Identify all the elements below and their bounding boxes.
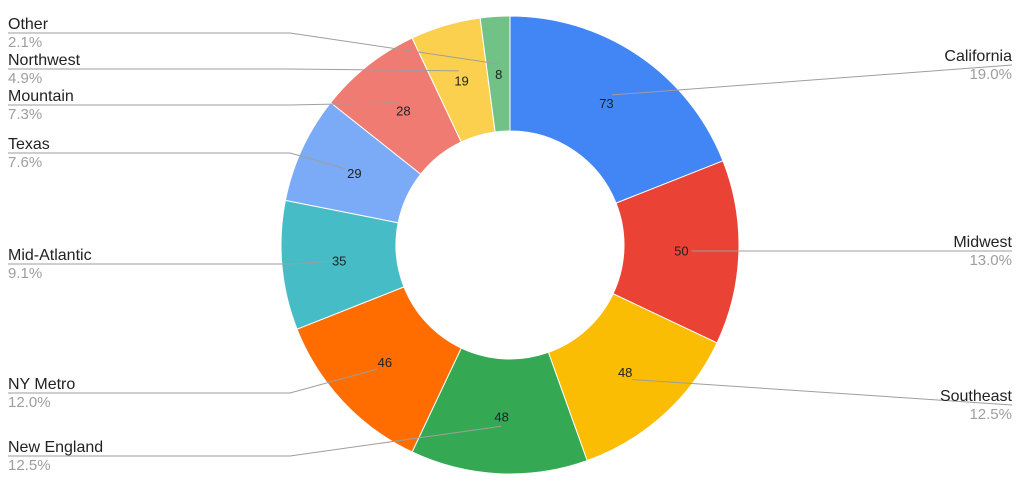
leader-line-other bbox=[8, 32, 499, 65]
percent-label-other: 2.1% bbox=[8, 34, 42, 51]
category-label-midwest: Midwest bbox=[953, 234, 1012, 251]
category-label-mountain: Mountain bbox=[8, 88, 74, 105]
value-labels-group: 73 50 48 48 46 35 29 28 19 8 bbox=[332, 67, 689, 424]
category-labels-group: California19.0%Midwest13.0%Southeast12.5… bbox=[8, 16, 1013, 474]
leader-line-texas bbox=[8, 152, 346, 170]
value-label-southeast: 48 bbox=[618, 365, 632, 380]
value-label-new-england: 48 bbox=[494, 409, 508, 424]
value-label-mid-atlantic: 35 bbox=[332, 253, 346, 268]
leader-line-new-england bbox=[8, 425, 502, 457]
leader-line-california bbox=[612, 64, 1013, 96]
percent-label-mountain: 7.3% bbox=[8, 106, 42, 123]
percent-label-southeast: 12.5% bbox=[969, 406, 1012, 423]
category-label-southeast: Southeast bbox=[940, 388, 1013, 405]
value-label-mountain: 28 bbox=[396, 104, 410, 119]
percent-label-new-england: 12.5% bbox=[8, 457, 51, 474]
percent-label-mid-atlantic: 9.1% bbox=[8, 265, 42, 282]
category-label-mid-atlantic: Mid-Atlantic bbox=[8, 247, 92, 264]
value-label-midwest: 50 bbox=[674, 244, 688, 259]
value-label-other: 8 bbox=[495, 67, 502, 82]
leader-line-southeast bbox=[631, 378, 1013, 406]
category-label-texas: Texas bbox=[8, 136, 50, 153]
value-label-california: 73 bbox=[599, 96, 613, 111]
leader-line-mid-atlantic bbox=[8, 260, 330, 265]
category-label-northwest: Northwest bbox=[8, 52, 81, 69]
value-label-ny-metro: 46 bbox=[378, 355, 392, 370]
leader-line-ny-metro bbox=[8, 368, 378, 394]
value-label-northwest: 19 bbox=[454, 73, 468, 88]
value-label-texas: 29 bbox=[347, 166, 361, 181]
percent-label-texas: 7.6% bbox=[8, 154, 42, 171]
leader-line-northwest bbox=[8, 68, 459, 72]
percent-label-northwest: 4.9% bbox=[8, 70, 42, 87]
percent-label-midwest: 13.0% bbox=[969, 252, 1012, 269]
category-label-other: Other bbox=[8, 16, 49, 33]
percent-label-california: 19.0% bbox=[969, 66, 1012, 83]
category-label-ny-metro: NY Metro bbox=[8, 376, 75, 393]
category-label-california: California bbox=[944, 48, 1012, 65]
percent-label-ny-metro: 12.0% bbox=[8, 394, 51, 411]
slices-group bbox=[280, 15, 740, 475]
slice-california[interactable] bbox=[509, 15, 724, 204]
category-label-new-england: New England bbox=[8, 439, 103, 456]
leader-line-mountain bbox=[8, 102, 398, 106]
slice-other[interactable] bbox=[479, 15, 511, 133]
